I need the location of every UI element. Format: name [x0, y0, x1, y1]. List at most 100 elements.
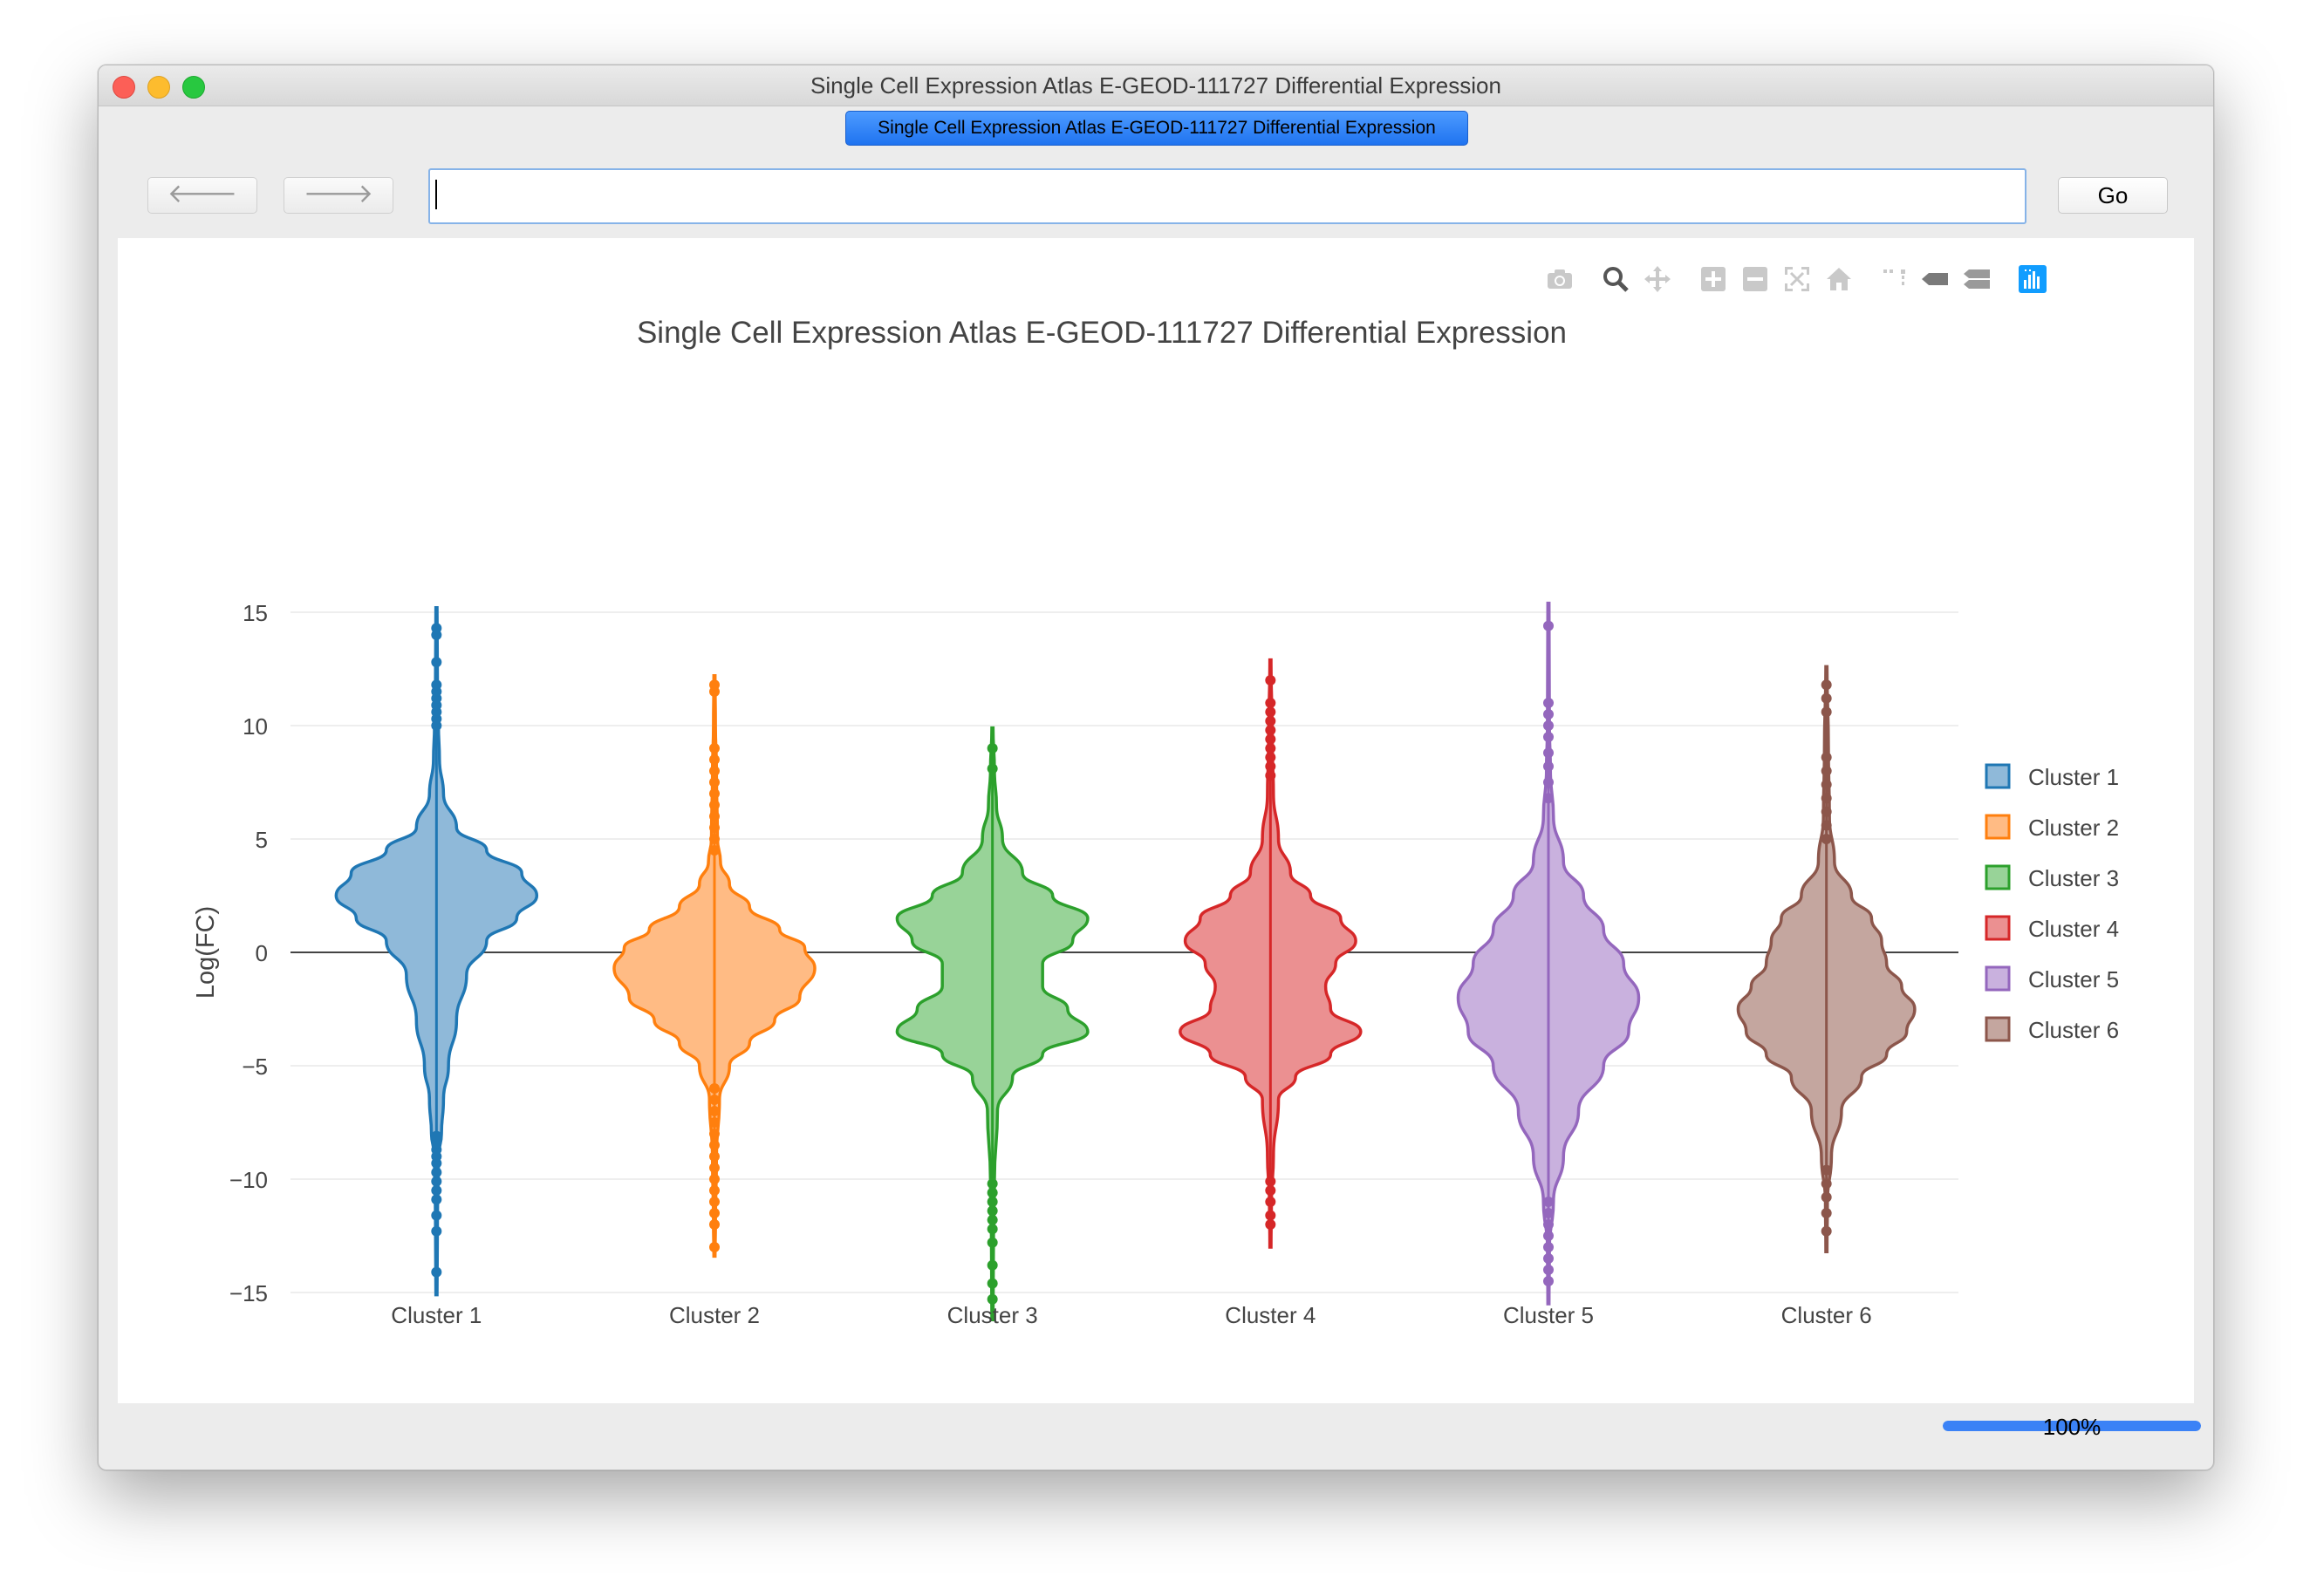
zoom-icon[interactable] — [1601, 264, 1630, 294]
outlier-point[interactable] — [709, 834, 720, 844]
outlier-point[interactable] — [1265, 725, 1276, 736]
outlier-point[interactable] — [1265, 1176, 1276, 1187]
pan-icon[interactable] — [1643, 264, 1672, 294]
outlier-point[interactable] — [987, 1278, 998, 1289]
outlier-point[interactable] — [1821, 1178, 1832, 1190]
outlier-point[interactable] — [1821, 706, 1832, 718]
outlier-point[interactable] — [431, 1210, 442, 1221]
outlier-point[interactable] — [1543, 1276, 1554, 1286]
outlier-point[interactable] — [1265, 675, 1276, 685]
outlier-point[interactable] — [1543, 720, 1554, 731]
outlier-point[interactable] — [1821, 752, 1832, 763]
maximize-window-button[interactable] — [182, 76, 205, 99]
outlier-point[interactable] — [431, 1167, 442, 1178]
outlier-point[interactable] — [709, 766, 720, 776]
violin-3[interactable] — [895, 726, 1090, 1321]
legend-item[interactable]: Cluster 5 — [1985, 965, 2119, 992]
outlier-point[interactable] — [1821, 820, 1832, 831]
outlier-point[interactable] — [987, 1205, 998, 1217]
outlier-point[interactable] — [1821, 1208, 1832, 1218]
outlier-point[interactable] — [709, 811, 720, 822]
outlier-point[interactable] — [709, 1083, 720, 1094]
outlier-point[interactable] — [1821, 806, 1832, 817]
outlier-point[interactable] — [1821, 1191, 1832, 1203]
outlier-point[interactable] — [709, 1129, 720, 1139]
outlier-point[interactable] — [1543, 1242, 1554, 1252]
outlier-point[interactable] — [987, 763, 998, 774]
outlier-point[interactable] — [1543, 1197, 1554, 1207]
outlier-point[interactable] — [1265, 743, 1276, 754]
camera-icon[interactable] — [1545, 264, 1575, 294]
outlier-point[interactable] — [709, 777, 720, 788]
outlier-point[interactable] — [1265, 715, 1276, 726]
outlier-point[interactable] — [1543, 777, 1554, 788]
outlier-point[interactable] — [709, 1140, 720, 1150]
outlier-point[interactable] — [431, 1194, 442, 1205]
outlier-point[interactable] — [709, 788, 720, 799]
outlier-point[interactable] — [431, 1266, 442, 1278]
outlier-point[interactable] — [709, 1197, 720, 1207]
outlier-point[interactable] — [1543, 1219, 1554, 1230]
outlier-point[interactable] — [431, 657, 442, 668]
outlier-point[interactable] — [1265, 752, 1276, 763]
outlier-point[interactable] — [431, 1176, 442, 1187]
outlier-point[interactable] — [987, 1197, 998, 1207]
outlier-point[interactable] — [1543, 709, 1554, 720]
tab-active[interactable]: Single Cell Expression Atlas E-GEOD-1117… — [845, 111, 1468, 146]
outlier-point[interactable] — [1543, 620, 1554, 631]
reset-axes-icon[interactable] — [1824, 264, 1854, 294]
outlier-point[interactable] — [987, 1259, 998, 1271]
outlier-point[interactable] — [987, 1237, 998, 1248]
violin-6[interactable] — [1736, 665, 1917, 1253]
autoscale-icon[interactable] — [1782, 264, 1812, 294]
spike-lines-icon[interactable] — [1880, 264, 1910, 294]
url-input[interactable] — [428, 168, 2026, 224]
outlier-point[interactable] — [709, 1106, 720, 1116]
outlier-point[interactable] — [1543, 1208, 1554, 1218]
outlier-point[interactable] — [1265, 1197, 1276, 1207]
outlier-point[interactable] — [1543, 793, 1554, 804]
outlier-point[interactable] — [709, 1151, 720, 1162]
outlier-point[interactable] — [431, 1130, 442, 1142]
outlier-point[interactable] — [1543, 1265, 1554, 1275]
hover-closest-icon[interactable] — [1920, 264, 1950, 294]
violin-1[interactable] — [334, 606, 539, 1297]
outlier-point[interactable] — [1265, 1210, 1276, 1221]
legend-item[interactable]: Cluster 3 — [1985, 864, 2119, 891]
violin-2[interactable] — [612, 674, 817, 1258]
outlier-point[interactable] — [1543, 1253, 1554, 1264]
outlier-point[interactable] — [709, 1185, 720, 1196]
outlier-point[interactable] — [987, 743, 998, 754]
outlier-point[interactable] — [709, 743, 720, 754]
outlier-point[interactable] — [1265, 706, 1276, 718]
outlier-point[interactable] — [1821, 834, 1832, 844]
outlier-point[interactable] — [987, 1178, 998, 1190]
outlier-point[interactable] — [1821, 1164, 1832, 1176]
outlier-point[interactable] — [1265, 733, 1276, 745]
violin-4[interactable] — [1179, 658, 1363, 1249]
outlier-point[interactable] — [1265, 698, 1276, 708]
outlier-point[interactable] — [987, 1224, 998, 1235]
outlier-point[interactable] — [709, 800, 720, 810]
outlier-point[interactable] — [1821, 692, 1832, 704]
outlier-point[interactable] — [431, 1185, 442, 1196]
zoom-in-icon[interactable] — [1698, 264, 1728, 294]
plotly-logo-icon[interactable] — [2018, 264, 2047, 294]
outlier-point[interactable] — [987, 1214, 998, 1225]
outlier-point[interactable] — [709, 845, 720, 856]
legend-item[interactable]: Cluster 1 — [1985, 763, 2119, 790]
outlier-point[interactable] — [1543, 760, 1554, 772]
outlier-point[interactable] — [709, 822, 720, 833]
outlier-point[interactable] — [431, 679, 442, 691]
outlier-point[interactable] — [1265, 1185, 1276, 1196]
outlier-point[interactable] — [709, 1117, 720, 1128]
outlier-point[interactable] — [709, 679, 720, 691]
outlier-point[interactable] — [1821, 766, 1832, 776]
outlier-point[interactable] — [709, 1242, 720, 1252]
close-window-button[interactable] — [113, 76, 135, 99]
legend-item[interactable]: Cluster 2 — [1985, 814, 2119, 841]
outlier-point[interactable] — [1265, 1219, 1276, 1230]
outlier-point[interactable] — [987, 1293, 998, 1305]
outlier-point[interactable] — [1543, 1231, 1554, 1241]
outlier-point[interactable] — [1821, 779, 1832, 790]
